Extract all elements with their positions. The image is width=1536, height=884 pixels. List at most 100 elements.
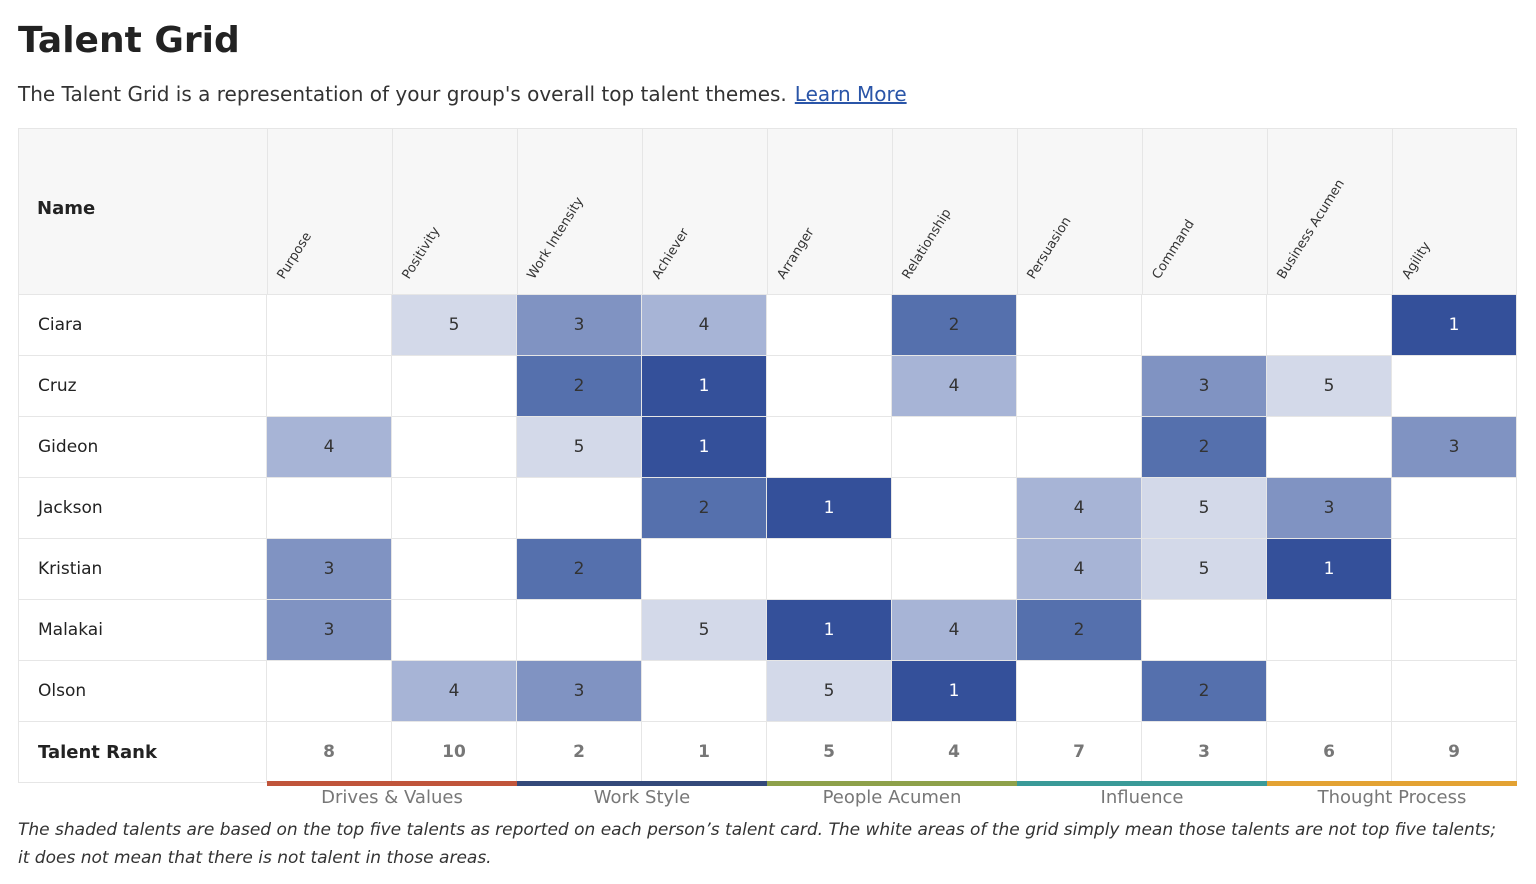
group-label: Work Style [593,787,691,808]
group-label: Influence [1100,787,1184,808]
grid-cell: 1 [1392,295,1517,356]
grid-cell [267,295,392,356]
group-bar [517,781,767,786]
talent-rank: 5 [767,722,892,783]
grid-cell: 5 [392,295,517,356]
grid-cell: 4 [892,600,1017,661]
grid-cell: 3 [517,295,642,356]
grid-cell: 3 [267,539,392,600]
grid-cell: 4 [892,356,1017,417]
grid-cell [392,539,517,600]
talent-rank: 3 [1142,722,1267,783]
grid-cell: 5 [1142,539,1267,600]
grid-cell [1017,356,1142,417]
grid-cell [767,417,892,478]
row-name: Gideon [18,417,267,478]
grid-cell [517,478,642,539]
row-name: Jackson [18,478,267,539]
grid-cell [767,295,892,356]
grid-cell: 1 [767,478,892,539]
row-name: Cruz [18,356,267,417]
group-label: Drives & Values [321,787,463,808]
group-label: Thought Process [1317,787,1467,808]
grid-cell: 1 [642,417,767,478]
grid-cell [1017,295,1142,356]
grid-cell [1142,295,1267,356]
grid-cell [1392,539,1517,600]
grid-cell: 2 [517,539,642,600]
subtitle-line: The Talent Grid is a representation of y… [18,82,907,106]
grid-cell [1392,600,1517,661]
grid-cell [1267,417,1392,478]
grid-cell [267,661,392,722]
column-divider [1267,128,1268,295]
grid-cell [767,356,892,417]
grid-cell: 2 [1017,600,1142,661]
grid-cell: 4 [392,661,517,722]
column-divider [1017,128,1018,295]
grid-cell [892,417,1017,478]
row-name: Malakai [18,600,267,661]
grid-cell: 2 [1142,417,1267,478]
total-label: Talent Rank [18,722,267,783]
group-label: People Acumen [822,787,962,808]
grid-cell: 3 [1267,478,1392,539]
grid-cell [267,478,392,539]
grid-cell: 2 [892,295,1017,356]
grid-cell [1267,661,1392,722]
column-divider [1392,128,1393,295]
grid-cell [392,600,517,661]
row-name: Olson [18,661,267,722]
grid-cell: 4 [267,417,392,478]
grid-cell [392,356,517,417]
grid-cell: 1 [642,356,767,417]
group-bar [1017,781,1267,786]
grid-cell [1392,356,1517,417]
column-divider [642,128,643,295]
grid-cell: 3 [1142,356,1267,417]
talent-rank: 2 [517,722,642,783]
grid-cell [267,356,392,417]
grid-cell [642,661,767,722]
talent-rank: 4 [892,722,1017,783]
column-divider [1142,128,1143,295]
title: Talent Grid [18,20,240,61]
group-bar [767,781,1017,786]
grid-cell: 2 [642,478,767,539]
grid-cell [392,478,517,539]
grid-cell: 1 [767,600,892,661]
grid-cell: 4 [1017,539,1142,600]
grid-cell [1392,478,1517,539]
grid-cell [1017,417,1142,478]
talent-rank: 9 [1392,722,1517,783]
grid-cell: 1 [1267,539,1392,600]
row-name: Ciara [18,295,267,356]
group-bar [1267,781,1517,786]
grid-cell: 5 [767,661,892,722]
grid-cell [392,417,517,478]
learn-more-link[interactable]: Learn More [794,82,907,106]
grid-cell [892,539,1017,600]
grid-cell: 5 [517,417,642,478]
row-name: Kristian [18,539,267,600]
group-bar [267,781,517,786]
grid-cell: 2 [517,356,642,417]
subtitle: The Talent Grid is a representation of y… [18,82,787,106]
name-header: Name [37,198,96,219]
grid-cell [767,539,892,600]
grid-cell [1267,295,1392,356]
footnote: The shaded talents are based on the top … [18,820,1497,868]
talent-rank: 8 [267,722,392,783]
grid-cell [517,600,642,661]
grid-cell: 4 [1017,478,1142,539]
column-divider [392,128,393,295]
talent-rank: 10 [392,722,517,783]
grid-cell: 4 [642,295,767,356]
talent-rank: 6 [1267,722,1392,783]
talent-rank: 7 [1017,722,1142,783]
grid-cell: 5 [1267,356,1392,417]
column-divider [267,128,268,295]
grid-cell [642,539,767,600]
